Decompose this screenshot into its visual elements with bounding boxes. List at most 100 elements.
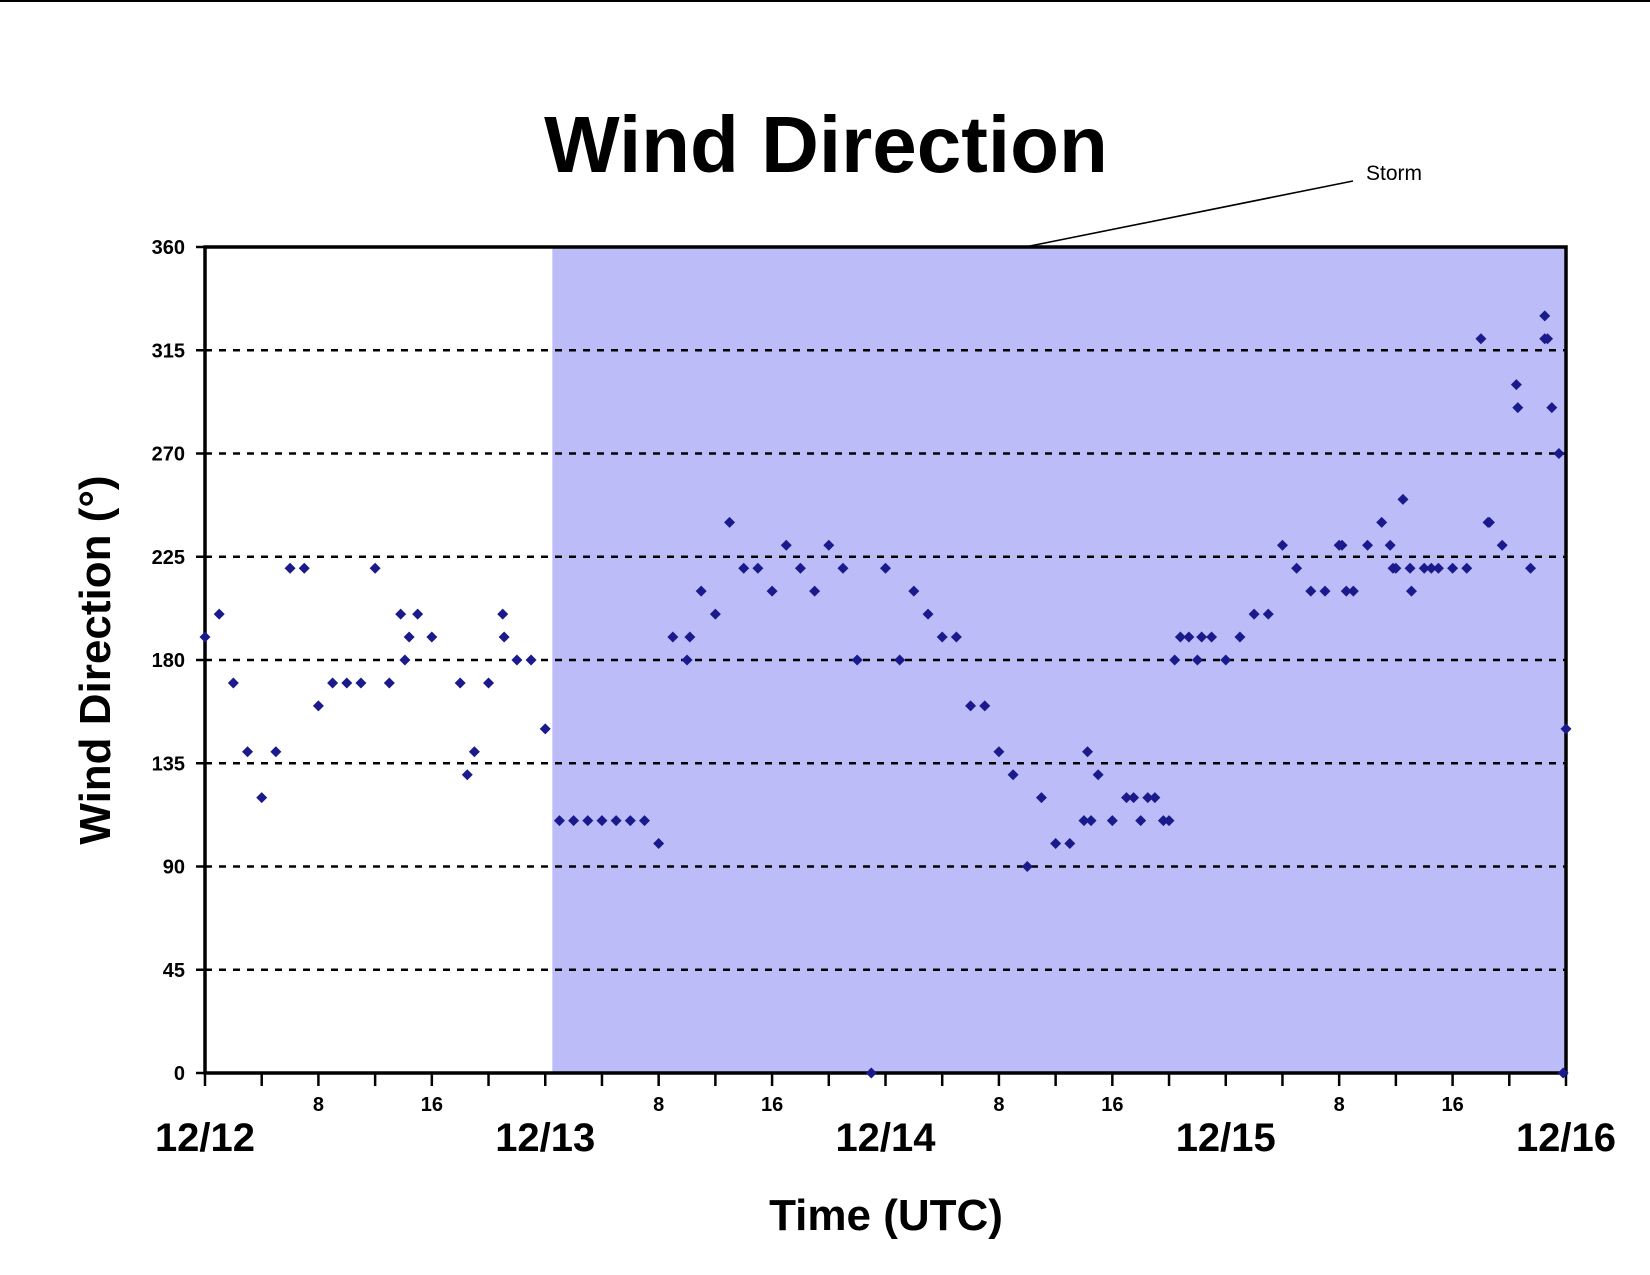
data-point bbox=[922, 608, 934, 620]
data-point bbox=[1169, 654, 1181, 666]
data-point bbox=[1483, 516, 1495, 528]
data-point bbox=[766, 585, 778, 597]
data-point bbox=[483, 677, 495, 689]
data-point bbox=[993, 746, 1005, 758]
data-point bbox=[1092, 769, 1104, 781]
data-point bbox=[894, 654, 906, 666]
data-point bbox=[979, 700, 991, 712]
data-point bbox=[681, 654, 693, 666]
y-tick-label: 360 bbox=[152, 237, 185, 259]
y-gridlines bbox=[205, 349, 1566, 971]
data-point bbox=[1461, 562, 1473, 574]
data-point bbox=[837, 562, 849, 574]
data-point bbox=[1542, 333, 1554, 345]
data-point bbox=[1262, 608, 1274, 620]
data-point bbox=[752, 562, 764, 574]
tick-labels: 0 45 90 135 180 225 270 315 360 8 16 8 16 8 16 8 16 12/12… bbox=[152, 237, 1616, 1160]
data-point bbox=[1050, 838, 1062, 850]
data-point bbox=[950, 631, 962, 643]
data-point bbox=[1336, 539, 1348, 551]
data-point bbox=[1510, 379, 1522, 391]
data-point bbox=[1362, 539, 1374, 551]
data-point bbox=[568, 815, 580, 827]
data-point bbox=[1553, 448, 1565, 459]
data-point bbox=[369, 562, 381, 574]
data-point bbox=[582, 815, 594, 827]
data-point bbox=[468, 746, 480, 758]
x-hour-label: 16 bbox=[421, 1094, 443, 1116]
data-point bbox=[395, 608, 407, 620]
x-date-label: 12/12 bbox=[155, 1116, 255, 1160]
data-point bbox=[1425, 562, 1437, 574]
data-point bbox=[454, 677, 466, 689]
data-point bbox=[327, 677, 339, 689]
y-tick-label: 270 bbox=[152, 444, 185, 466]
data-point bbox=[1319, 585, 1331, 597]
data-point bbox=[1128, 792, 1140, 804]
data-point bbox=[1539, 310, 1551, 322]
data-points bbox=[199, 310, 1572, 1079]
data-point bbox=[1121, 792, 1133, 804]
data-point bbox=[1397, 493, 1409, 505]
data-point bbox=[880, 562, 891, 574]
x-hour-label: 16 bbox=[1441, 1094, 1463, 1116]
axes bbox=[196, 245, 1568, 1086]
data-point bbox=[1384, 539, 1396, 551]
data-point bbox=[809, 585, 821, 597]
data-point bbox=[1085, 815, 1097, 827]
data-point bbox=[724, 516, 736, 528]
chart-title: Wind Direction bbox=[544, 100, 1108, 189]
data-point bbox=[1234, 631, 1246, 643]
data-point bbox=[780, 539, 792, 551]
data-point bbox=[908, 585, 920, 597]
data-point bbox=[256, 792, 268, 804]
data-point bbox=[1546, 402, 1558, 414]
x-date-label: 12/14 bbox=[835, 1116, 936, 1160]
data-point bbox=[227, 677, 239, 689]
top-border-line bbox=[0, 0, 1650, 2]
data-point bbox=[199, 631, 211, 643]
x-hour-label: 8 bbox=[993, 1094, 1004, 1116]
data-point bbox=[684, 631, 696, 643]
data-point bbox=[426, 631, 438, 643]
data-point bbox=[1390, 562, 1402, 574]
y-tick-label: 180 bbox=[152, 650, 185, 672]
data-point bbox=[355, 677, 367, 689]
data-point bbox=[525, 654, 537, 666]
data-point bbox=[1220, 654, 1232, 666]
y-tick-label: 315 bbox=[152, 340, 185, 362]
data-point bbox=[1174, 631, 1186, 643]
y-axis-label: Wind Direction (°) bbox=[71, 475, 120, 844]
data-point bbox=[667, 631, 679, 643]
data-point bbox=[1196, 631, 1208, 643]
data-point bbox=[1557, 1067, 1569, 1079]
x-hour-label: 8 bbox=[313, 1094, 324, 1116]
data-point bbox=[1305, 585, 1317, 597]
data-point bbox=[341, 677, 353, 689]
data-point bbox=[1525, 562, 1537, 574]
x-hour-label: 16 bbox=[1101, 1094, 1123, 1116]
data-point bbox=[1418, 562, 1430, 574]
data-point bbox=[1106, 815, 1118, 827]
data-point bbox=[213, 608, 225, 620]
data-point bbox=[1340, 585, 1352, 597]
data-point bbox=[553, 815, 565, 827]
data-point bbox=[965, 700, 977, 712]
data-point bbox=[1248, 608, 1260, 620]
data-point bbox=[638, 815, 650, 827]
data-point bbox=[709, 608, 721, 620]
data-point bbox=[1082, 746, 1094, 758]
x-axis-label: Time (UTC) bbox=[769, 1191, 1003, 1240]
data-point bbox=[794, 562, 806, 574]
data-point bbox=[1135, 815, 1147, 827]
data-point bbox=[596, 815, 608, 827]
data-point bbox=[1291, 562, 1303, 574]
data-point bbox=[1447, 562, 1459, 574]
data-point bbox=[298, 562, 310, 574]
x-date-label: 12/15 bbox=[1176, 1116, 1276, 1160]
data-point bbox=[461, 769, 473, 781]
data-point bbox=[653, 838, 665, 850]
data-point bbox=[936, 631, 948, 643]
data-point bbox=[1149, 792, 1161, 804]
